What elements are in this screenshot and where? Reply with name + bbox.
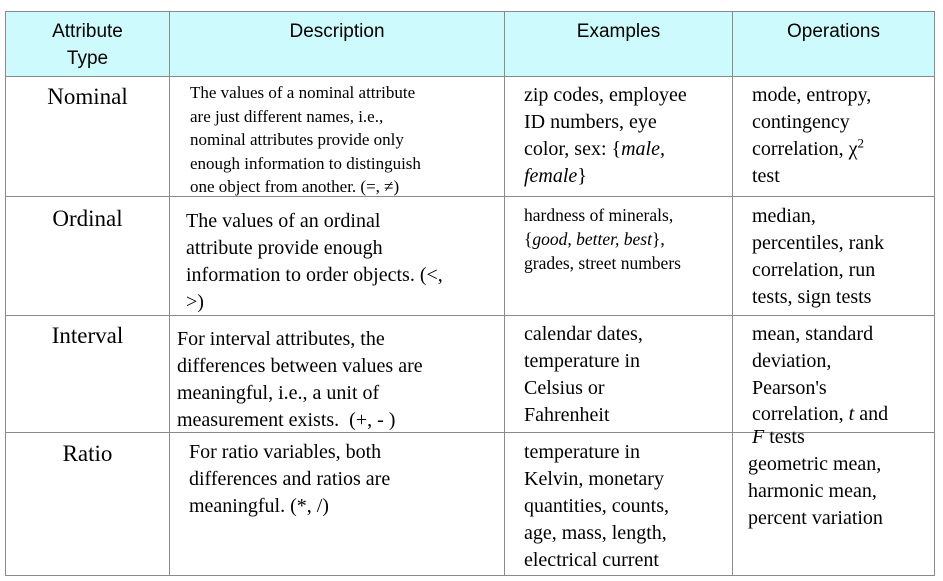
description-line: differences between values are: [177, 355, 423, 377]
operations-line-text: F tests: [752, 426, 805, 449]
attribute-type-nominal: Nominal: [47, 84, 128, 109]
operations-ordinal: median, percentiles, rank correlation, r…: [752, 203, 884, 311]
row-divider: [6, 315, 934, 316]
chi-square-superscript: 2: [857, 135, 865, 151]
examples-line: Fahrenheit: [524, 404, 610, 426]
description-line: information to order objects. (<,: [186, 264, 443, 286]
operations-line-text: correlation, χ: [752, 138, 858, 160]
operations-line: correlation, χ2: [752, 136, 871, 163]
operations-line: median,: [752, 205, 816, 227]
description-line: one object from another. (=, ≠): [190, 177, 400, 196]
description-line: attribute provide enough: [186, 237, 383, 259]
header-attribute-type: Attribute Type: [6, 18, 169, 72]
examples-line: age, mass, length,: [524, 522, 667, 544]
examples-line: temperature in: [524, 350, 641, 372]
operations-interval: mean, standard deviation, Pearson's corr…: [752, 321, 888, 449]
examples-line: ID numbers, eye: [524, 111, 657, 133]
operations-line: percentiles, rank: [752, 232, 885, 254]
examples-ordinal: hardness of minerals, {good, better, bes…: [524, 203, 681, 275]
examples-nominal: zip codes, employee ID numbers, eye colo…: [524, 82, 687, 190]
operations-line: correlation, run: [752, 259, 876, 281]
examples-line-text: color, sex: {male,: [524, 138, 665, 160]
operations-line: deviation,: [752, 349, 832, 372]
operations-nominal: mode, entropy, contingency correlation, …: [752, 82, 871, 190]
examples-line: electrical current: [524, 549, 659, 571]
operations-line-text: correlation, t and: [752, 403, 889, 426]
operations-line: mode, entropy,: [752, 84, 872, 106]
description-ordinal: The values of an ordinal attribute provi…: [186, 208, 443, 316]
examples-line: zip codes, employee: [524, 84, 687, 106]
examples-line: quantities, counts,: [524, 495, 669, 517]
operations-line: harmonic mean,: [748, 480, 877, 502]
header-attribute-type-line2: Type: [66, 48, 109, 69]
description-line: meaningful. (*, /): [189, 495, 329, 517]
operations-line: correlation, t and: [752, 401, 888, 428]
examples-line: color, sex: {male,: [524, 136, 687, 163]
attribute-type-interval: Interval: [51, 323, 124, 348]
column-divider: [504, 12, 505, 575]
operations-line: tests, sign tests: [752, 286, 872, 308]
row-divider: [6, 196, 934, 197]
description-line: measurement exists. (+, - ): [177, 409, 396, 431]
row-divider: [6, 432, 934, 433]
description-line: differences and ratios are: [189, 468, 391, 490]
attribute-type-ordinal: Ordinal: [52, 206, 123, 231]
column-divider: [169, 12, 170, 575]
header-description: Description: [289, 21, 385, 42]
examples-line: Celsius or: [524, 377, 605, 399]
description-ratio: For ratio variables, both differences an…: [189, 439, 390, 520]
header-examples: Examples: [576, 21, 661, 42]
operations-line: percent variation: [748, 507, 883, 529]
examples-line: temperature in: [524, 441, 641, 463]
examples-line: Kelvin, monetary: [524, 468, 664, 490]
description-line: >): [186, 291, 204, 313]
column-divider: [732, 12, 733, 575]
description-line: The values of a nominal attribute: [190, 83, 416, 102]
header-attribute-type-line1: Attribute: [52, 21, 123, 42]
examples-interval: calendar dates, temperature in Celsius o…: [524, 321, 643, 429]
operations-line: Pearson's: [752, 376, 827, 399]
operations-ratio: geometric mean, harmonic mean, percent v…: [748, 451, 883, 532]
examples-line-text: female}: [524, 165, 587, 187]
row-divider: [6, 76, 934, 77]
operations-line: F tests: [752, 426, 888, 449]
description-interval: For interval attributes, the differences…: [177, 326, 423, 434]
examples-ratio: temperature in Kelvin, monetary quantiti…: [524, 439, 669, 574]
attribute-types-table: Attribute Type Description Examples Oper…: [5, 11, 935, 576]
description-line: enough information to distinguish: [190, 153, 421, 173]
operations-line: mean, standard: [752, 323, 874, 345]
description-line: meaningful, i.e., a unit of: [177, 382, 380, 404]
operations-line: geometric mean,: [748, 453, 882, 475]
description-line: The values of an ordinal: [186, 210, 381, 232]
header-row: [6, 12, 934, 76]
examples-line: hardness of minerals,: [524, 205, 674, 225]
description-nominal: The values of a nominal attribute are ju…: [190, 81, 421, 199]
header-operations: Operations: [787, 21, 880, 42]
operations-line: contingency: [752, 111, 850, 133]
description-line: nominal attributes provide only: [190, 130, 404, 149]
examples-line-text: {good, better, best},: [524, 229, 665, 249]
examples-line: female}: [524, 163, 687, 190]
description-line: For interval attributes, the: [177, 328, 385, 350]
examples-line: grades, street numbers: [524, 253, 681, 273]
attribute-type-ratio: Ratio: [62, 441, 113, 466]
operations-line: test: [752, 165, 780, 187]
examples-line: calendar dates,: [524, 323, 643, 345]
description-line: For ratio variables, both: [189, 441, 382, 463]
examples-line: {good, better, best},: [524, 227, 681, 251]
description-line: are just different names, i.e.,: [190, 106, 384, 126]
